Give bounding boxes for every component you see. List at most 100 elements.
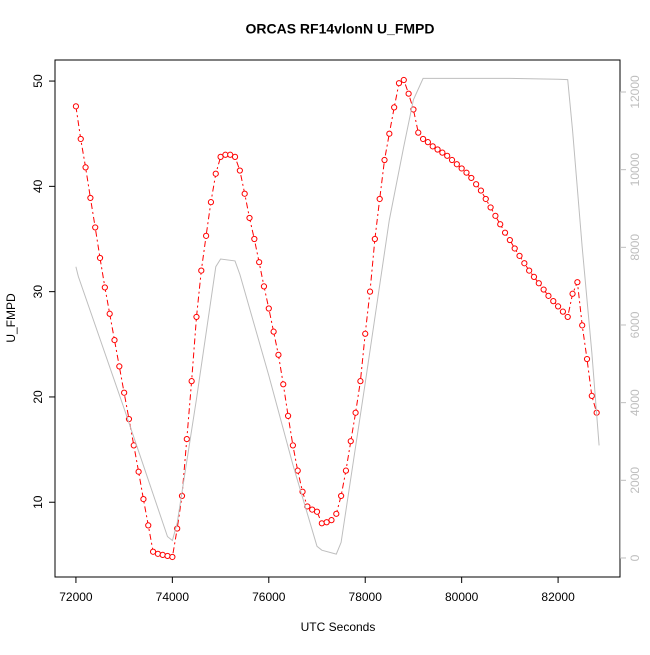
data-point xyxy=(405,90,412,97)
data-point xyxy=(506,236,513,244)
data-point xyxy=(574,279,581,286)
data-point xyxy=(579,322,586,329)
y-tick-label: 30 xyxy=(31,285,45,299)
data-point xyxy=(492,212,499,219)
data-point xyxy=(569,290,576,297)
y2-tick-label: 6000 xyxy=(628,311,642,338)
x-tick-label: 72000 xyxy=(59,590,93,604)
y2-tick-label: 10000 xyxy=(628,153,642,187)
data-point xyxy=(352,409,359,416)
data-point xyxy=(188,378,195,385)
data-point xyxy=(342,467,350,474)
data-point xyxy=(400,76,407,84)
data-point xyxy=(386,130,393,137)
chart-title: ORCAS RF14vlonN U_FMPD xyxy=(245,21,434,37)
y-tick-label: 40 xyxy=(31,179,45,193)
data-point xyxy=(313,508,321,515)
data-point xyxy=(82,164,89,171)
data-point xyxy=(96,254,104,262)
data-point xyxy=(246,214,253,222)
data-point xyxy=(381,156,388,164)
data-point xyxy=(468,174,475,182)
data-point xyxy=(212,170,219,177)
data-point xyxy=(145,522,152,529)
data-point xyxy=(72,103,80,110)
data-point xyxy=(588,392,595,399)
data-point xyxy=(511,245,518,252)
y2-line xyxy=(75,77,600,555)
data-point xyxy=(260,283,268,290)
data-point xyxy=(530,273,538,281)
x-tick-label: 76000 xyxy=(252,590,286,604)
data-point xyxy=(391,104,398,111)
data-point xyxy=(535,280,542,287)
data-point xyxy=(554,303,562,310)
data-point xyxy=(207,199,215,206)
data-point xyxy=(338,492,345,500)
data-point xyxy=(376,195,383,203)
data-point xyxy=(583,355,591,363)
data-point xyxy=(193,313,200,321)
data-point xyxy=(501,229,509,236)
data-point xyxy=(453,161,460,168)
data-point xyxy=(516,252,523,259)
data-point xyxy=(280,381,287,388)
data-point xyxy=(526,267,533,274)
data-point xyxy=(366,288,374,295)
y2-tick-label: 2000 xyxy=(628,467,642,494)
y-tick-label: 10 xyxy=(31,495,45,509)
x-tick-label: 80000 xyxy=(445,590,479,604)
data-point xyxy=(362,330,369,337)
data-point xyxy=(140,495,147,503)
data-point xyxy=(87,194,94,202)
data-point xyxy=(347,438,354,445)
data-point xyxy=(198,267,205,274)
y-tick-label: 50 xyxy=(31,74,45,88)
data-point xyxy=(463,169,470,176)
data-point xyxy=(121,389,128,396)
data-point xyxy=(111,336,118,344)
data-point xyxy=(550,298,557,305)
data-point xyxy=(92,224,99,231)
y2-tick-label: 4000 xyxy=(628,389,642,416)
y-axis-label: U_FMPD xyxy=(4,293,18,343)
data-point xyxy=(116,363,123,370)
data-point xyxy=(521,260,528,267)
data-point xyxy=(473,181,480,188)
data-point xyxy=(424,139,432,146)
data-point xyxy=(540,286,547,293)
data-point xyxy=(333,510,340,517)
data-point xyxy=(429,143,436,150)
data-point xyxy=(251,235,258,243)
data-point xyxy=(328,517,335,524)
data-point xyxy=(458,165,465,172)
data-point xyxy=(101,284,108,291)
y2-tick-label: 0 xyxy=(628,554,642,561)
data-point xyxy=(559,308,567,315)
x-tick-label: 82000 xyxy=(541,590,575,604)
x-axis-label: UTC Seconds xyxy=(301,620,376,634)
y-tick-label: 20 xyxy=(31,390,45,404)
data-point xyxy=(439,149,446,156)
data-point xyxy=(448,156,456,164)
data-point xyxy=(265,305,272,312)
data-point xyxy=(106,310,113,317)
data-point xyxy=(545,292,552,299)
data-point xyxy=(434,146,441,153)
data-point xyxy=(395,80,403,87)
data-point xyxy=(444,152,451,159)
data-point xyxy=(169,553,176,561)
data-point xyxy=(357,378,364,385)
data-point xyxy=(419,135,427,143)
data-point xyxy=(256,259,263,266)
data-point xyxy=(135,468,142,475)
data-point xyxy=(289,442,296,449)
data-point xyxy=(203,232,210,239)
data-point xyxy=(497,221,504,228)
data-point xyxy=(183,435,190,443)
y2-tick-label: 8000 xyxy=(628,234,642,261)
data-point xyxy=(294,467,301,474)
x-tick-label: 74000 xyxy=(156,590,190,604)
